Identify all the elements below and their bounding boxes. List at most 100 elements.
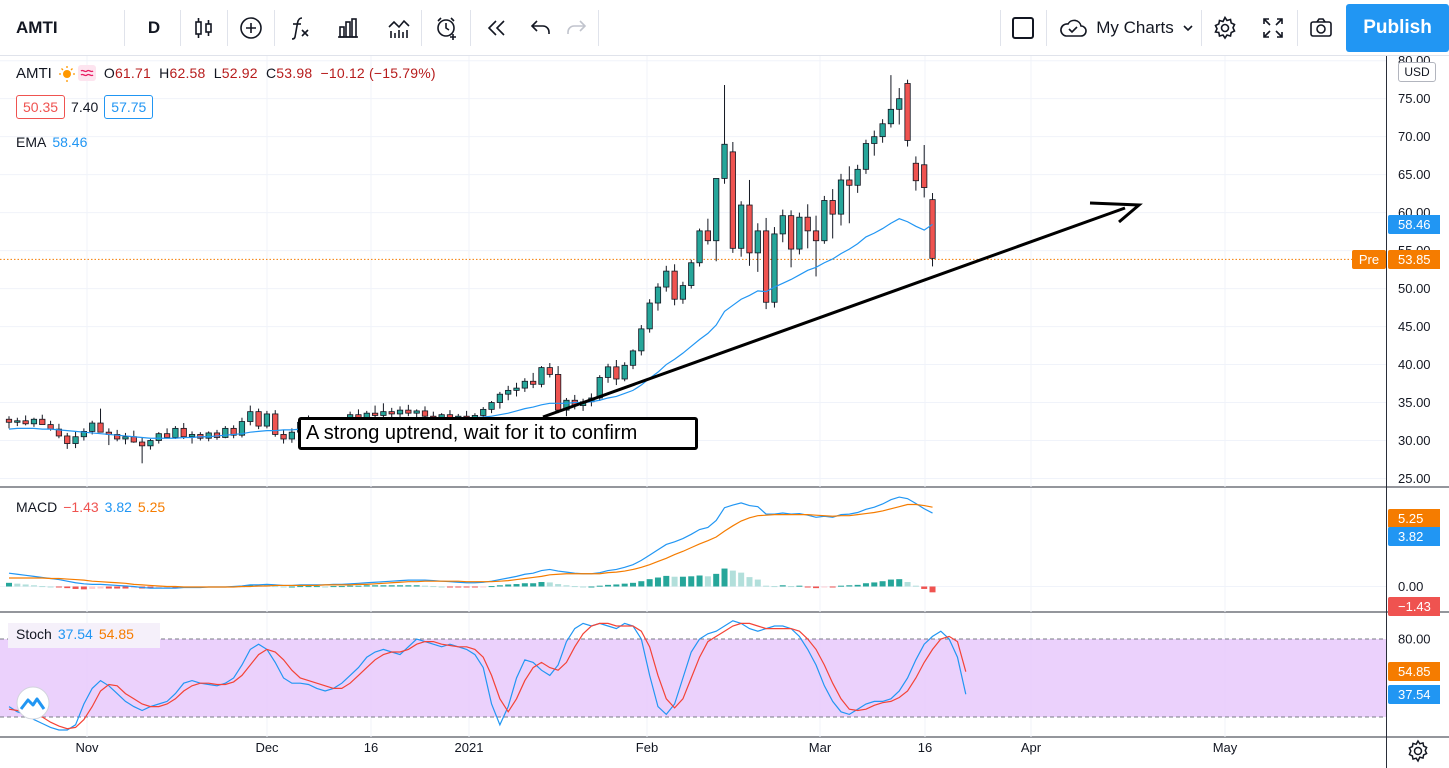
price-tick-label: 40.00 <box>1398 357 1431 372</box>
macd-signal-value: 5.25 <box>137 499 166 515</box>
macd-histogram-bar <box>288 586 295 588</box>
candle-body <box>272 413 279 435</box>
macd-histogram-bar <box>896 579 903 587</box>
fullscreen-icon[interactable] <box>1250 0 1296 56</box>
macd-histogram-bar <box>80 586 87 590</box>
price-tick-label: 30.00 <box>1398 433 1431 448</box>
macd-histogram-bar <box>538 582 545 587</box>
macd-histogram-bar <box>97 586 104 589</box>
add-indicator-icon[interactable] <box>228 0 274 56</box>
symbol-search[interactable]: AMTI <box>16 18 58 37</box>
stoch-tick-label: 80.00 <box>1398 632 1431 647</box>
macd-histogram-bar <box>355 585 362 587</box>
macd-histogram-bar <box>771 586 778 588</box>
macd-legend[interactable]: MACD −1.43 3.82 5.25 <box>16 499 165 515</box>
candles-icon[interactable] <box>181 0 227 56</box>
macd-histogram-bar <box>630 582 636 587</box>
currency-label[interactable]: USD <box>1398 62 1436 82</box>
legend-symbol: AMTI <box>16 64 52 82</box>
macd-histogram-bar <box>480 586 487 588</box>
replay-icon[interactable] <box>473 0 519 56</box>
macd-histogram-bar <box>871 582 878 587</box>
stoch-legend[interactable]: Stoch 37.54 54.85 <box>16 626 134 642</box>
candle-body <box>812 230 820 242</box>
macd-histogram-bar <box>829 586 836 588</box>
bar-chart-icon[interactable] <box>325 0 371 56</box>
macd-histogram-bar <box>571 586 578 588</box>
macd-histogram-bar <box>363 585 370 587</box>
candle-body <box>904 83 911 141</box>
candle-body <box>39 418 46 425</box>
macd-histogram-bar <box>305 586 312 588</box>
spread-value: 7.40 <box>71 99 99 115</box>
macd-histogram-bar <box>39 586 46 588</box>
ema-line <box>8 218 933 439</box>
templates-icon[interactable] <box>376 0 422 56</box>
candle-body <box>30 418 38 425</box>
ema-value: 58.46 <box>52 134 88 150</box>
trend-arrow-line[interactable] <box>542 206 1126 419</box>
undo-icon[interactable] <box>518 0 564 56</box>
trend-annotation-callout[interactable]: A strong uptrend, wait for it to confirm <box>298 417 698 450</box>
candle-body <box>205 432 212 439</box>
candle-body <box>604 366 612 378</box>
gear-icon[interactable] <box>1202 0 1248 56</box>
layout-checkbox[interactable] <box>1003 0 1043 56</box>
macd-histogram-bar <box>14 583 21 587</box>
macd-histogram-bar <box>372 585 379 587</box>
redo-icon[interactable] <box>553 0 599 56</box>
candle-body <box>280 434 287 440</box>
macd-histogram-bar <box>912 585 919 587</box>
candle-body <box>721 143 728 179</box>
alert-icon[interactable] <box>424 0 470 56</box>
macd-histogram-bar <box>813 586 820 589</box>
candle-body <box>704 230 711 242</box>
macd-histogram-bar <box>738 572 745 587</box>
macd-tick-label: 0.00 <box>1398 579 1423 594</box>
candle-body <box>912 162 919 182</box>
candle-body <box>64 435 71 444</box>
candle-body <box>263 413 271 427</box>
candle-body <box>421 410 429 417</box>
interval-button[interactable]: D <box>147 18 161 37</box>
candle-body <box>713 178 720 242</box>
ask-price-box[interactable]: 57.75 <box>104 95 154 119</box>
candle-body <box>729 151 736 249</box>
chart-settings-gear-icon[interactable] <box>1405 738 1431 764</box>
macd-histogram-bar <box>921 586 928 589</box>
candle-body <box>413 410 420 414</box>
macd-histogram-bar <box>455 586 462 588</box>
macd-histogram-bar <box>613 584 620 587</box>
my-charts-button[interactable]: My Charts <box>1053 0 1199 56</box>
publish-button[interactable]: Publish <box>1346 4 1449 52</box>
macd-histogram-bar <box>671 576 678 587</box>
macd-histogram-bar <box>388 585 395 587</box>
price-tick-label: 70.00 <box>1398 129 1431 144</box>
candle-body <box>163 433 171 438</box>
stoch-band-background <box>0 639 1386 717</box>
macd-histogram-bar <box>596 585 603 587</box>
pre-market-price-tag: 53.85 <box>1388 250 1440 269</box>
macd-histogram-bar <box>89 586 96 589</box>
macd-histogram-bar <box>788 586 795 588</box>
macd-histogram-bar <box>338 586 345 588</box>
macd-histogram-bar <box>654 577 661 587</box>
macd-histogram-bar <box>30 585 37 587</box>
candle-body <box>513 387 520 391</box>
candle-body <box>887 108 895 125</box>
trend-arrow-head[interactable] <box>1089 201 1143 224</box>
candle-body <box>371 412 379 416</box>
price-tick-label: 45.00 <box>1398 319 1431 334</box>
fx-icon[interactable] <box>277 0 323 56</box>
macd-histogram-bar <box>779 585 786 587</box>
candle-body <box>638 328 645 352</box>
ema-legend[interactable]: EMA 58.46 <box>16 134 87 150</box>
macd-histogram-bar <box>438 586 445 588</box>
macd-histogram-bar <box>580 586 587 588</box>
candle-body <box>247 411 254 422</box>
time-tick-label: 16 <box>364 740 378 755</box>
ema-label: EMA <box>16 134 47 150</box>
camera-icon[interactable] <box>1298 0 1344 56</box>
bid-price-box[interactable]: 50.35 <box>16 95 66 119</box>
